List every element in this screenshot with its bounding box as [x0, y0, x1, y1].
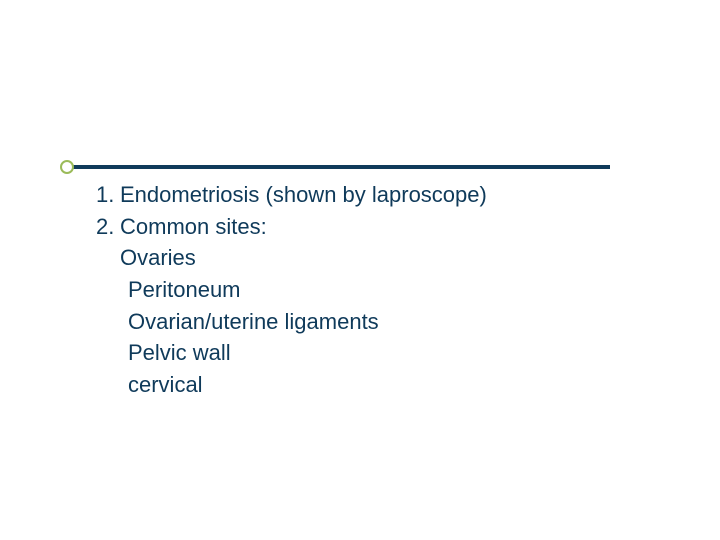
list-item: 1.Endometriosis (shown by laproscope)	[96, 180, 656, 210]
bullet-ring-icon	[60, 160, 74, 174]
sub-item: Ovarian/uterine ligaments	[128, 307, 656, 337]
divider-bar	[64, 165, 610, 169]
list-item: 2.Common sites:	[96, 212, 656, 242]
item-text: Common sites:	[120, 214, 267, 239]
sub-item: Ovaries	[120, 243, 656, 273]
item-number: 2.	[96, 212, 120, 242]
sub-item: Peritoneum	[128, 275, 656, 305]
item-text: Endometriosis (shown by laproscope)	[120, 182, 487, 207]
sub-item: Pelvic wall	[128, 338, 656, 368]
sub-item: cervical	[128, 370, 656, 400]
item-number: 1.	[96, 180, 120, 210]
content-block: 1.Endometriosis (shown by laproscope) 2.…	[96, 180, 656, 402]
slide: 1.Endometriosis (shown by laproscope) 2.…	[0, 0, 720, 540]
